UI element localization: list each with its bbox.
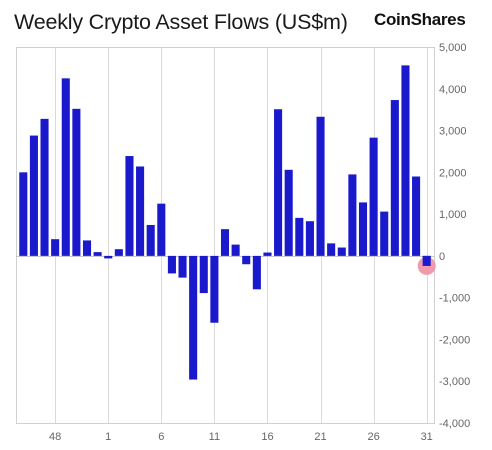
x-tick-label: 31	[421, 431, 433, 443]
x-tick-label: 16	[261, 431, 273, 443]
bar	[401, 65, 410, 256]
bar	[125, 156, 134, 256]
y-tick-label: 2,000	[439, 167, 467, 179]
bar	[252, 255, 261, 290]
bar	[369, 137, 378, 256]
bar	[82, 240, 92, 256]
bar	[29, 135, 38, 256]
x-tick-label: 21	[314, 431, 326, 443]
bar	[295, 217, 304, 256]
x-tick-label: 1	[105, 431, 111, 443]
y-tick-label: -2,000	[439, 334, 470, 346]
y-tick-label: -3,000	[439, 376, 470, 388]
x-tick-label: 26	[367, 431, 379, 443]
bar	[51, 239, 60, 256]
y-tick-label: 4,000	[439, 84, 467, 96]
bar	[327, 243, 336, 256]
bar	[358, 202, 368, 256]
bar	[199, 255, 208, 294]
bar	[93, 252, 102, 256]
bar	[72, 108, 81, 256]
bar	[316, 116, 325, 256]
bar-latest	[422, 255, 431, 266]
bar	[263, 252, 272, 256]
bar	[167, 255, 176, 274]
bar	[210, 255, 219, 323]
bar	[114, 249, 123, 256]
chart-title: Weekly Crypto Asset Flows (US$m)	[14, 10, 348, 34]
y-tick-label: 0	[439, 251, 445, 263]
x-tick-label: 11	[209, 431, 220, 443]
bar	[348, 174, 357, 256]
y-tick-label: 3,000	[439, 126, 467, 138]
y-tick-label: 1,000	[439, 209, 467, 221]
coinshares-logo: CoinShares	[374, 10, 466, 29]
bar	[178, 255, 187, 278]
bar	[104, 255, 113, 259]
y-tick-label: 5,000	[439, 42, 467, 54]
bar	[284, 169, 293, 256]
plot-frame	[16, 47, 435, 424]
bar	[380, 211, 389, 256]
x-tick-label: 6	[158, 431, 164, 443]
bar	[337, 247, 346, 256]
bar	[412, 176, 421, 256]
bar	[189, 255, 198, 380]
bar	[61, 78, 70, 256]
bar	[19, 172, 28, 256]
bar	[231, 244, 240, 256]
bar	[242, 255, 251, 265]
y-tick-label: -1,000	[439, 293, 470, 305]
y-tick-label: -4,000	[439, 418, 470, 430]
bar	[146, 224, 155, 256]
bar	[40, 118, 49, 256]
bar	[136, 166, 145, 256]
x-tick-label: 48	[49, 431, 61, 443]
bar	[305, 221, 314, 256]
bar	[157, 203, 166, 256]
bar	[274, 109, 283, 256]
bar	[390, 100, 399, 256]
bar	[220, 229, 230, 256]
